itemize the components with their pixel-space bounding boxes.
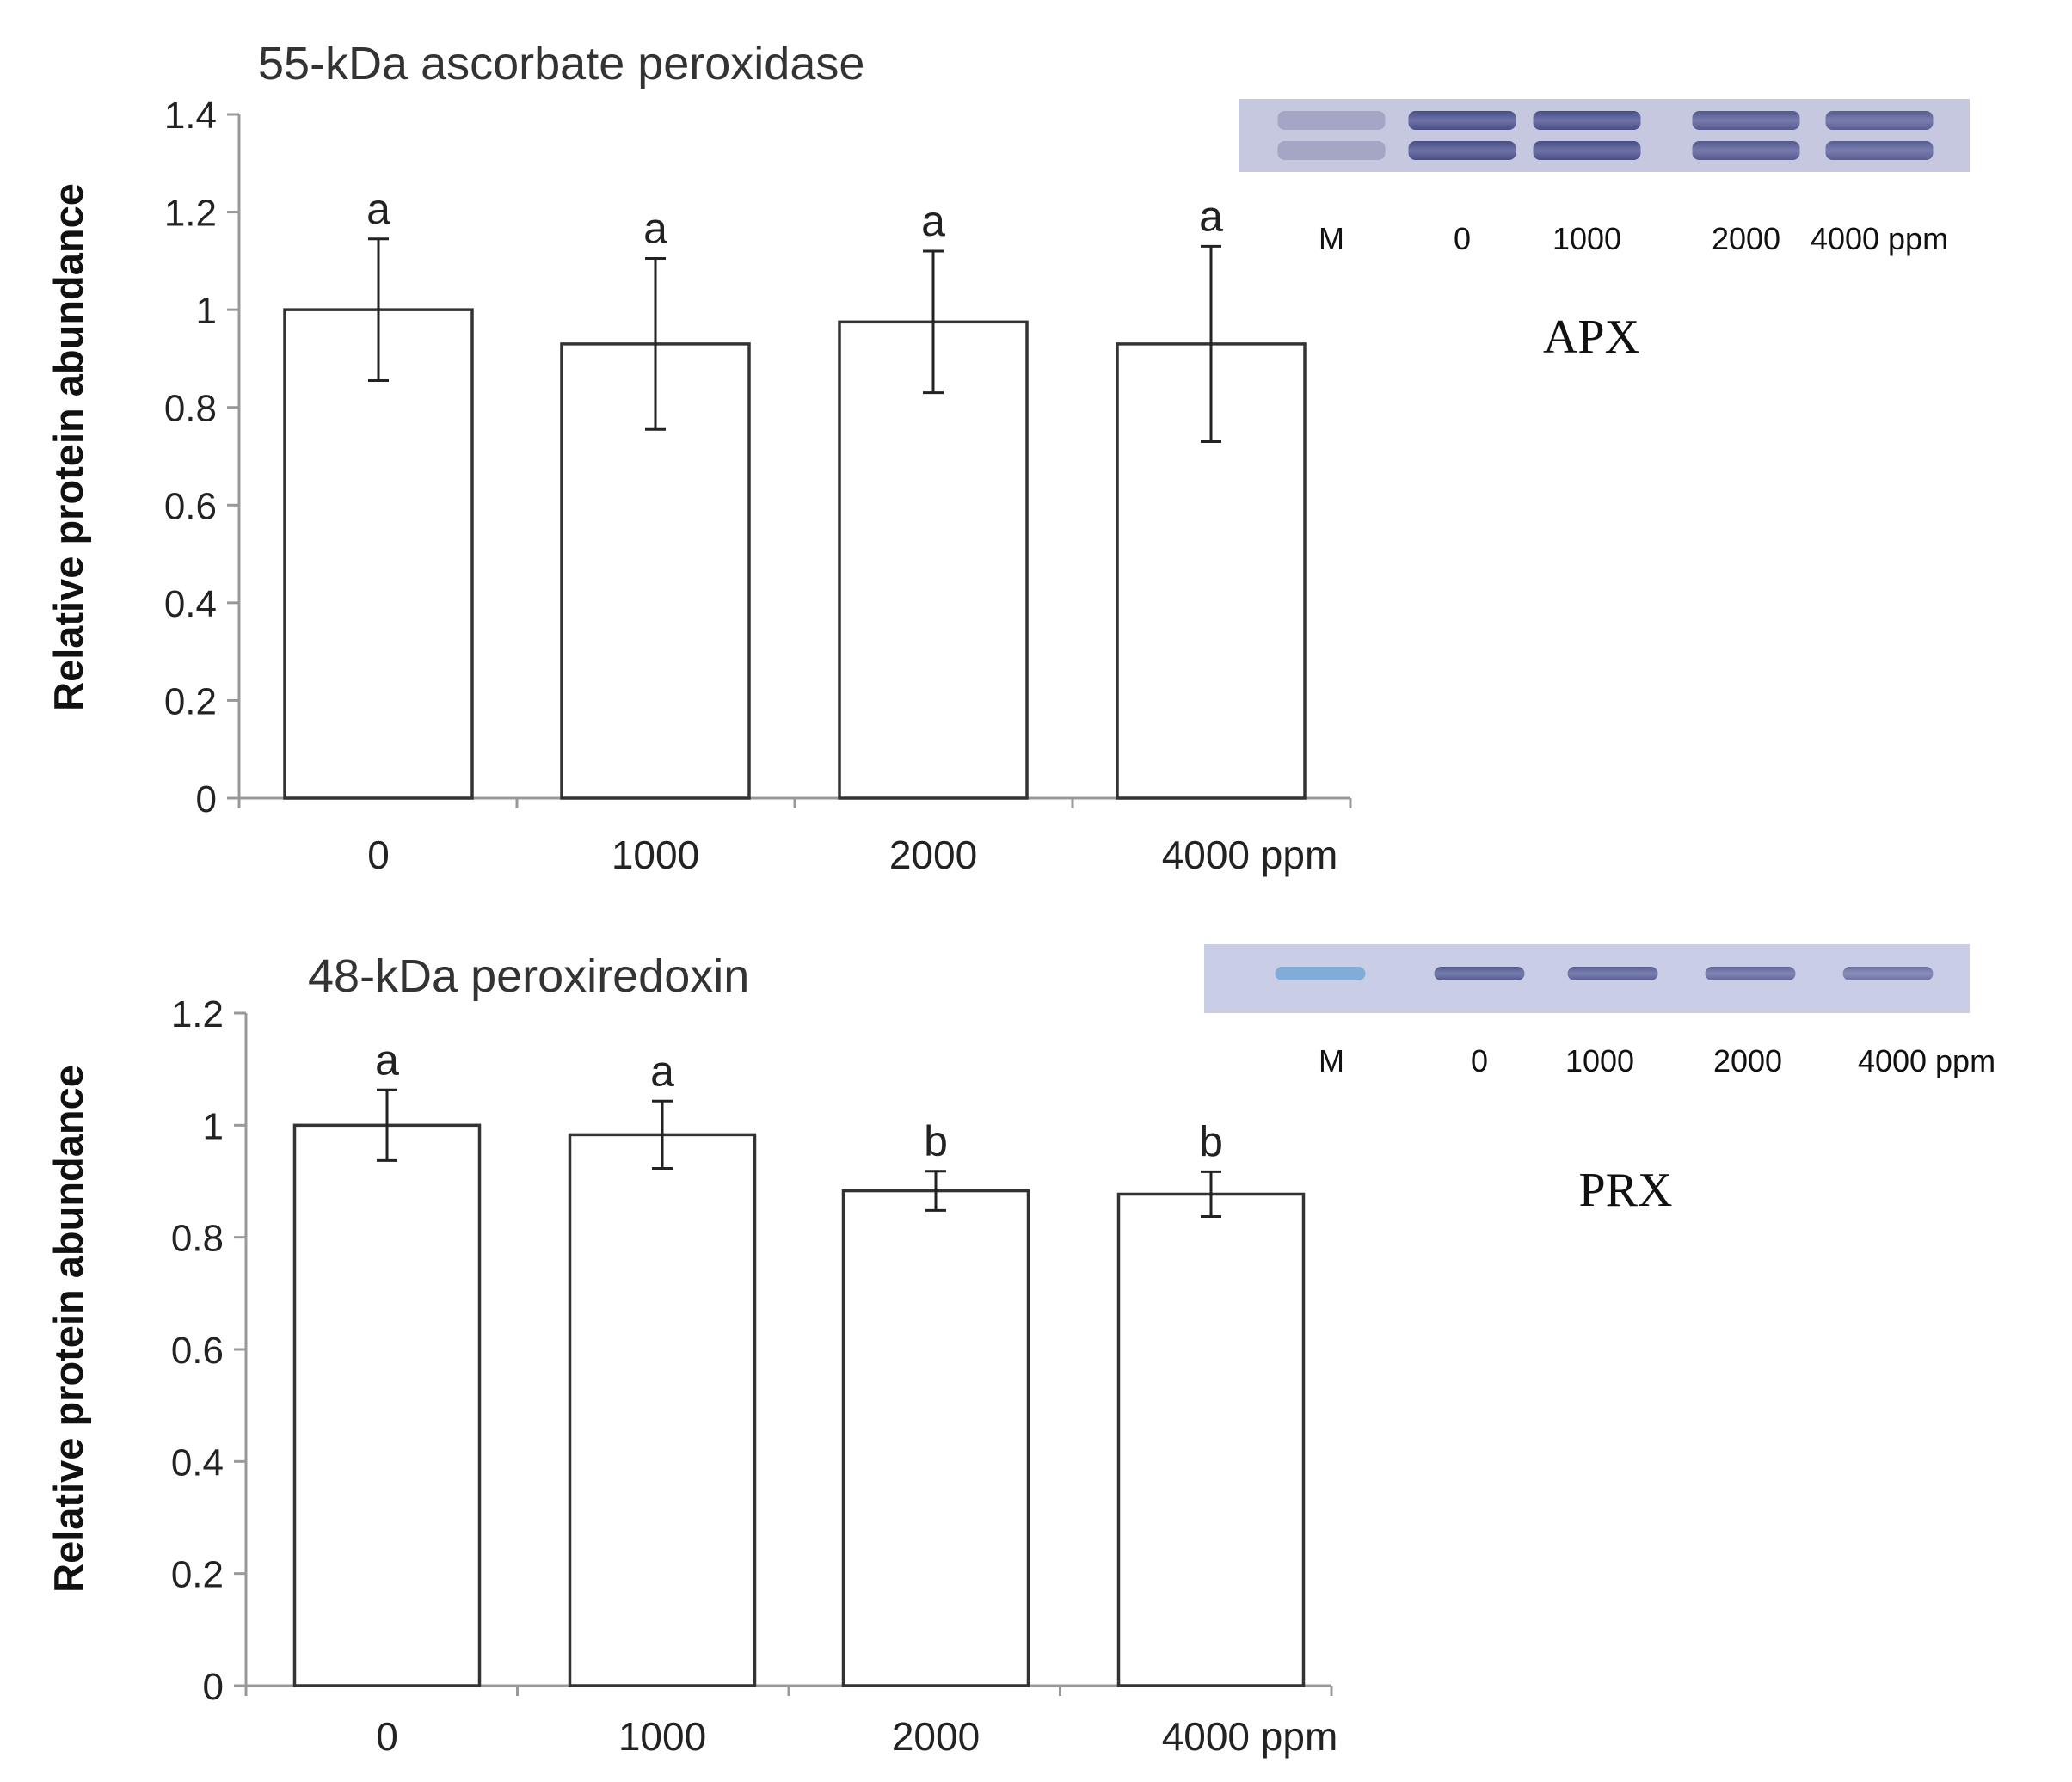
prx-y-tick-label: 1.2: [171, 993, 224, 1035]
prx-bar: [1116, 1192, 1306, 1687]
prx-blot-lane-label: M: [1319, 1043, 1344, 1078]
prx-bar: [568, 1133, 757, 1687]
apx-significance-letter: a: [1199, 192, 1223, 240]
apx-blot-lane-label: 4000 ppm: [1811, 221, 1948, 256]
apx-blot-bands: [1277, 111, 1934, 160]
apx-y-tick-label: 0: [196, 778, 217, 820]
prx-blot-band: [1705, 967, 1796, 980]
prx-blot: M 0 1000 2000 4000 ppm PRX: [1204, 944, 1995, 1217]
apx-category-label: 1000: [612, 833, 699, 877]
apx-blot-lane-label: 2000: [1712, 221, 1780, 256]
apx-y-tick-label: 0.6: [164, 485, 217, 527]
apx-blot-band: [1533, 141, 1641, 160]
prx-bar: [841, 1189, 1030, 1687]
prx-blot-band: [1842, 967, 1934, 980]
prx-blot-lane-label: 1000: [1565, 1043, 1634, 1078]
apx-y-tick-label: 1.4: [164, 95, 217, 137]
apx-blot-lane-labels: M 0 1000 2000 4000 ppm: [1319, 221, 1948, 256]
prx-blot-lane-labels: M 0 1000 2000 4000 ppm: [1319, 1043, 1995, 1078]
prx-y-axis-label: Relative protein abundance: [46, 1065, 91, 1593]
prx-significance-letter: a: [650, 1047, 674, 1095]
apx-blot-membrane: [1239, 99, 1970, 172]
prx-bar: [292, 1123, 482, 1687]
apx-blot-caption: APX: [1543, 310, 1639, 364]
prx-blot-caption: PRX: [1579, 1164, 1673, 1217]
apx-blot-band: [1825, 141, 1934, 160]
prx-blot-band: [1567, 967, 1658, 980]
apx-significance-letter: a: [366, 185, 390, 233]
apx-blot-lane-label: M: [1319, 221, 1344, 256]
apx-y-tick-label: 0.4: [164, 583, 217, 625]
apx-blot-band: [1533, 111, 1641, 130]
prx-significance-letter: b: [924, 1117, 948, 1165]
apx-y-tick-label: 1.2: [164, 193, 217, 235]
apx-category-label: 4000 ppm: [1162, 833, 1338, 877]
prx-blot-lane-label: 0: [1471, 1043, 1488, 1078]
apx-blot-band: [1277, 141, 1386, 160]
apx-y-tick-label: 0.2: [164, 680, 217, 722]
apx-plot-area: 0 0.2 0.4 0.6 0.8 1 1.2 1.4 a 0 a 1000 a 2000 a 4000 pp…: [164, 95, 1352, 877]
apx-blot-band: [1825, 111, 1934, 130]
prx-category-label: 0: [376, 1714, 398, 1759]
apx-blot-band: [1692, 141, 1800, 160]
apx-bar: [283, 308, 474, 800]
apx-y-tick-label: 0.8: [164, 388, 217, 430]
apx-y-axis-label: Relative protein abundance: [46, 183, 91, 711]
prx-category-label: 2000: [892, 1714, 980, 1759]
prx-y-tick-label: 0.4: [171, 1441, 224, 1484]
apx-chart: 55-kDa ascorbate peroxidase Relative pro…: [46, 38, 1352, 877]
apx-blot-band: [1692, 111, 1800, 130]
apx-category-label: 2000: [889, 833, 977, 877]
apx-category-label: 0: [367, 833, 390, 877]
prx-chart-title: 48-kDa peroxiredoxin: [308, 950, 749, 1002]
apx-blot-lane-label: 1000: [1552, 221, 1621, 256]
prx-blot-lane-label: 4000 ppm: [1858, 1043, 1995, 1078]
prx-blot-band: [1275, 967, 1366, 980]
prx-significance-letter: b: [1199, 1117, 1223, 1165]
apx-blot-lane-label: 0: [1454, 221, 1471, 256]
prx-y-tick-label: 0.6: [171, 1330, 224, 1372]
prx-blot-lane-label: 2000: [1713, 1043, 1782, 1078]
prx-y-tick-label: 0.8: [171, 1218, 224, 1260]
apx-blot: M 0 1000 2000 4000 ppm APX: [1239, 99, 1970, 364]
prx-plot-area: 0 0.2 0.4 0.6 0.8 1 1.2 a 0 a 1000 b 2000 b 4000 ppm: [171, 993, 1337, 1759]
prx-blot-bands: [1275, 967, 1934, 980]
apx-blot-band: [1408, 141, 1516, 160]
apx-bar: [838, 320, 1029, 800]
prx-y-tick-label: 1: [203, 1105, 224, 1147]
apx-blot-band: [1277, 111, 1386, 130]
prx-significance-letter: a: [375, 1035, 399, 1084]
prx-y-tick-label: 0: [203, 1666, 224, 1708]
prx-blot-band: [1434, 967, 1525, 980]
prx-category-label: 4000 ppm: [1162, 1714, 1338, 1759]
prx-chart: 48-kDa peroxiredoxin Relative protein ab…: [46, 950, 1337, 1759]
apx-significance-letter: a: [643, 205, 667, 253]
apx-y-tick-label: 1: [196, 290, 217, 332]
prx-y-tick-label: 0.2: [171, 1554, 224, 1596]
apx-blot-band: [1408, 111, 1516, 130]
apx-chart-title: 55-kDa ascorbate peroxidase: [258, 38, 864, 89]
prx-category-label: 1000: [618, 1714, 706, 1759]
apx-significance-letter: a: [921, 197, 945, 245]
